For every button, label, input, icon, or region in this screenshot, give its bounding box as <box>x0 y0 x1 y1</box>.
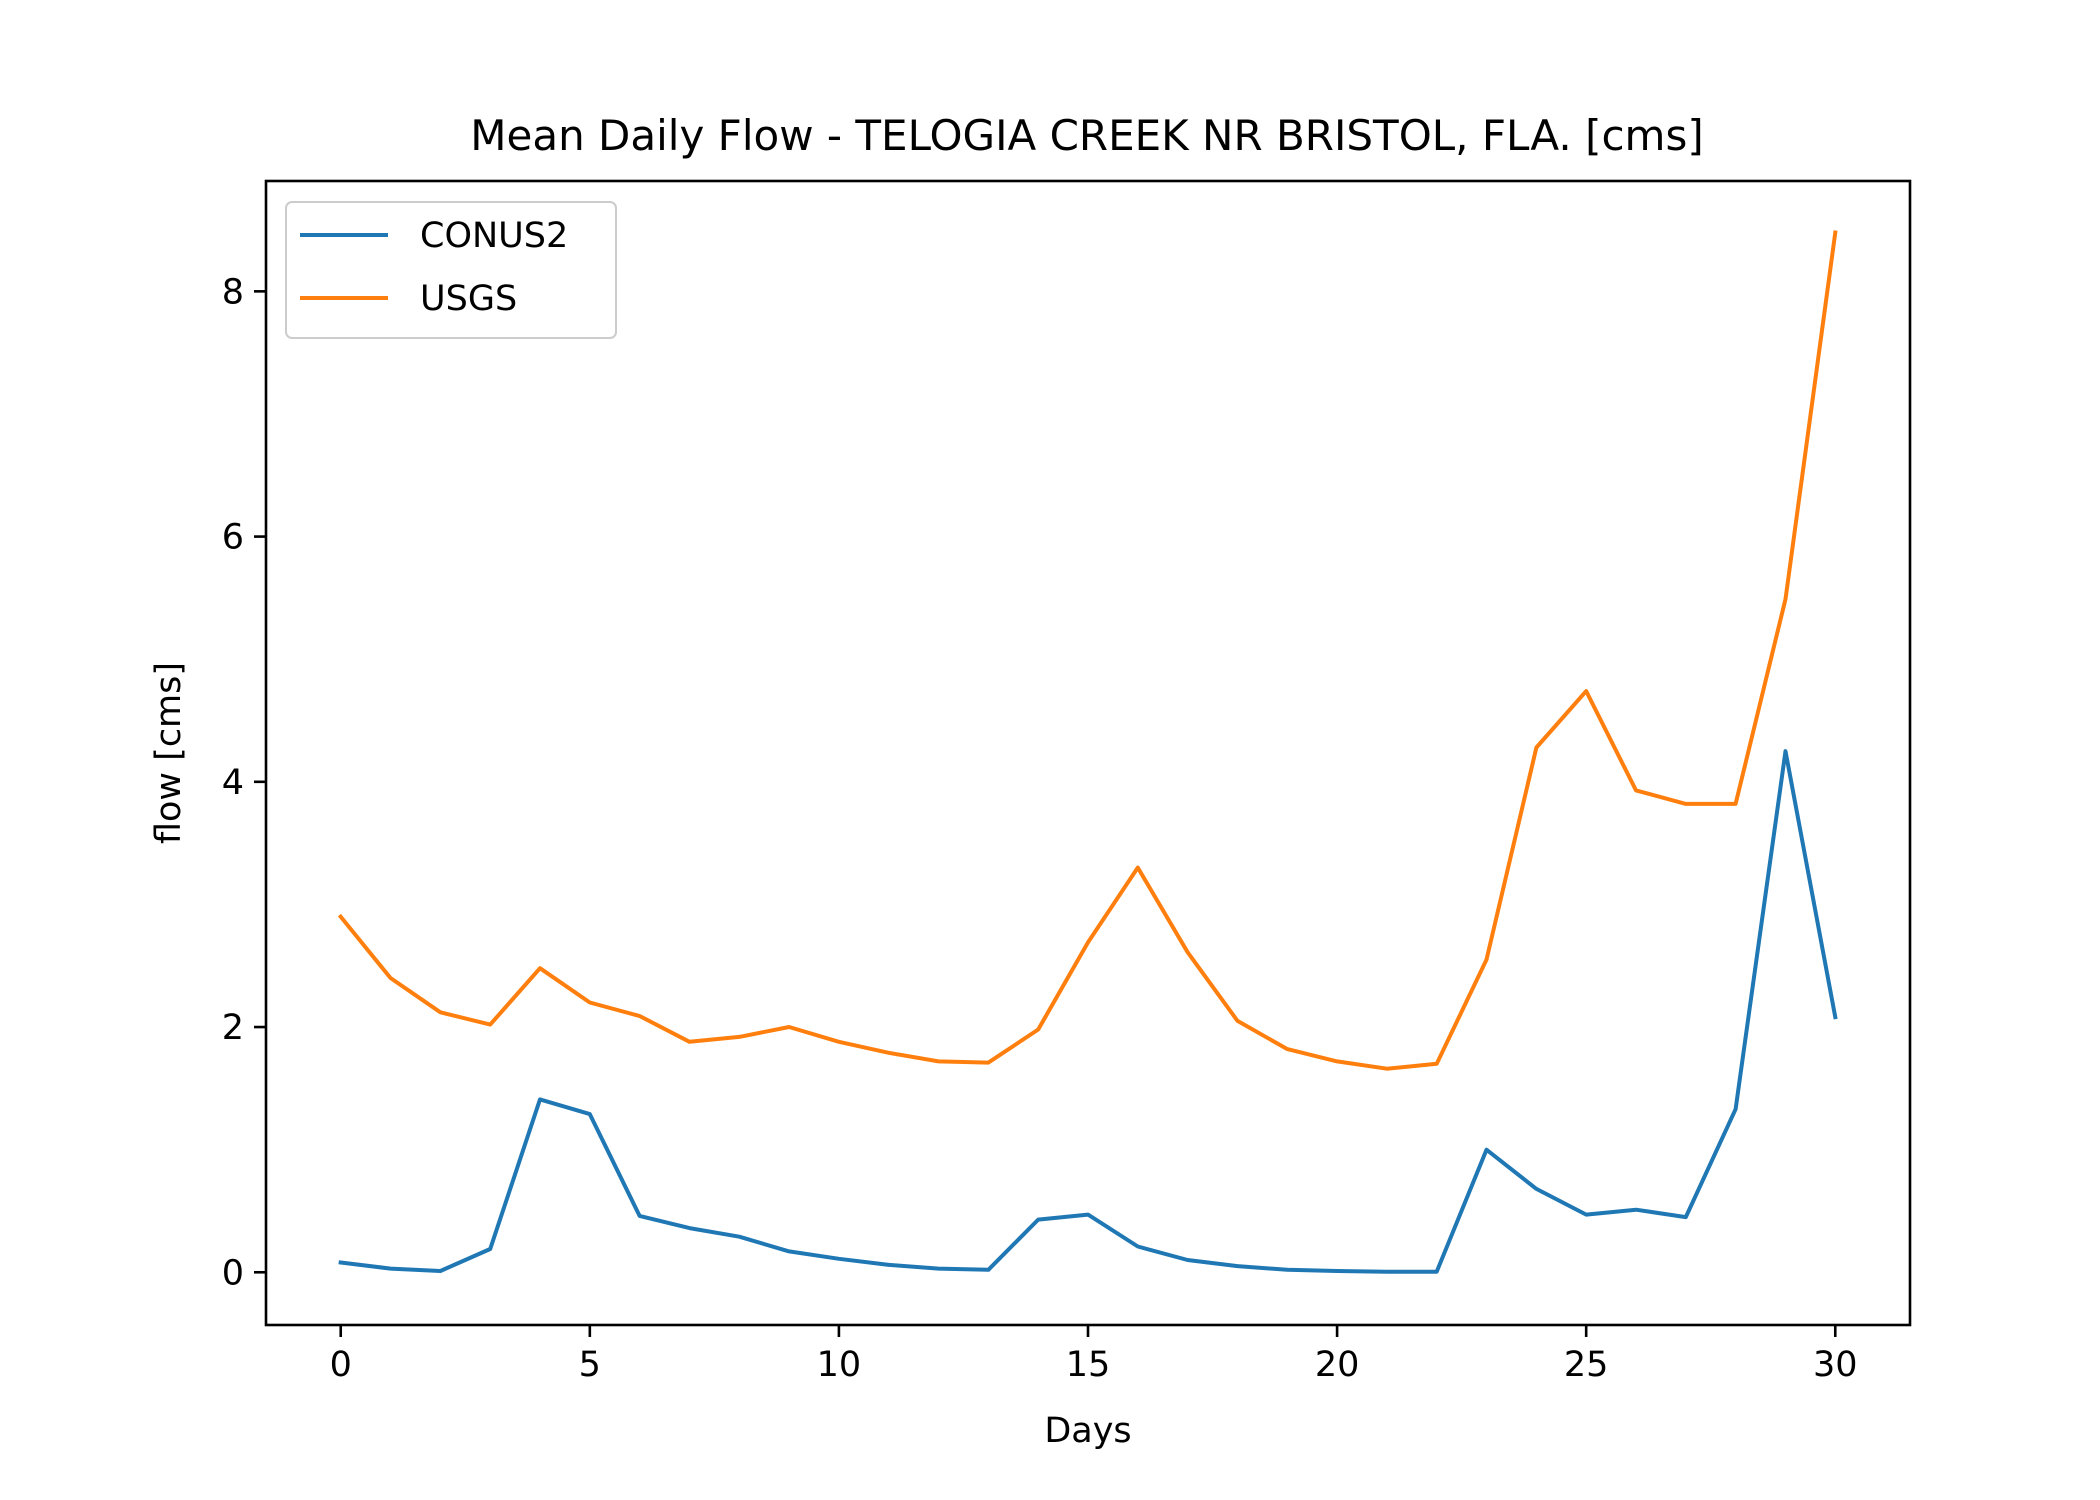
x-tick-label: 25 <box>1564 1345 1609 1385</box>
series-line-usgs <box>337 230 1838 1071</box>
legend-label-conus2: CONUS2 <box>420 216 568 256</box>
x-tick-label: 5 <box>579 1345 601 1385</box>
y-tick-label: 6 <box>222 518 244 558</box>
y-tick-label: 2 <box>222 1008 244 1048</box>
y-tick-label: 0 <box>222 1253 244 1293</box>
x-tick-label: 10 <box>817 1345 862 1385</box>
y-axis: 0 2 4 6 8 <box>222 272 266 1293</box>
legend-label-usgs: USGS <box>420 279 517 319</box>
x-tick-label: 20 <box>1315 1345 1360 1385</box>
y-tick-label: 8 <box>222 272 244 312</box>
x-axis: 0 5 10 15 20 25 30 <box>330 1325 1858 1385</box>
x-tick-label: 0 <box>330 1345 352 1385</box>
y-tick-label: 4 <box>222 763 244 803</box>
y-axis-label: flow [cms] <box>149 662 189 844</box>
legend-items: CONUS2 USGS <box>300 216 568 319</box>
x-tick-label: 15 <box>1066 1345 1111 1385</box>
series-line-conus2 <box>338 749 1838 1274</box>
x-tick-label: 30 <box>1813 1345 1858 1385</box>
legend: CONUS2 USGS <box>285 201 617 339</box>
chart-title: Mean Daily Flow - TELOGIA CREEK NR BRIST… <box>470 111 1703 160</box>
x-axis-label: Days <box>1044 1411 1131 1451</box>
series-layer <box>337 230 1838 1274</box>
